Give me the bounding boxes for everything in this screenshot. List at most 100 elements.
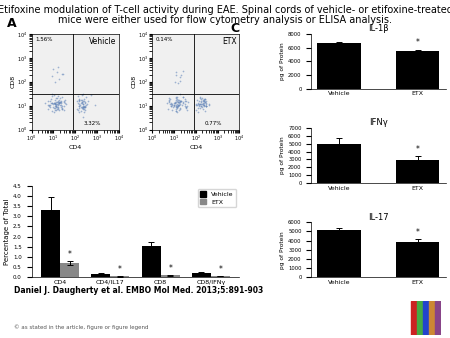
Bar (441, 301, 448, 335)
Text: *: * (416, 39, 420, 47)
Point (171, 102, 178, 107)
Point (198, 95, 205, 100)
Point (57, 98, 64, 103)
Point (75, 110, 82, 115)
Point (81, 107, 89, 113)
Point (181, 101, 189, 106)
Point (54, 101, 62, 107)
Point (202, 108, 209, 114)
Point (55, 99, 63, 104)
Y-axis label: pg of Protein: pg of Protein (280, 42, 285, 80)
Point (79, 104, 86, 110)
Point (166, 97, 173, 102)
Point (168, 102, 176, 108)
Point (80, 101, 87, 107)
Point (167, 101, 175, 107)
Point (78, 105, 85, 111)
Point (195, 101, 202, 106)
Point (76, 103, 83, 108)
Point (79, 92, 86, 98)
Point (81, 101, 89, 106)
Point (172, 100, 179, 105)
Point (75, 97, 82, 103)
Point (80, 96, 87, 101)
Point (52, 101, 59, 106)
Point (171, 102, 178, 108)
Text: Molecular Medicine: Molecular Medicine (335, 323, 388, 328)
Point (77, 98, 85, 103)
Point (52, 102, 59, 108)
Point (176, 78, 184, 84)
Point (198, 103, 205, 109)
Point (60, 98, 67, 103)
Point (201, 102, 208, 107)
Point (203, 103, 210, 109)
Point (201, 97, 208, 102)
Bar (60, 263, 79, 277)
Point (58, 71, 65, 77)
Point (55, 101, 63, 106)
Point (202, 103, 209, 109)
Point (75, 98, 82, 103)
Point (174, 80, 181, 86)
Point (52, 101, 59, 107)
Point (200, 106, 207, 112)
Point (55, 104, 62, 110)
Point (196, 101, 203, 107)
Point (173, 94, 180, 99)
Point (74, 107, 81, 113)
Point (53, 103, 60, 108)
Point (58, 104, 65, 110)
Point (45, 103, 53, 108)
Point (59, 72, 66, 77)
Point (171, 79, 179, 85)
Point (173, 102, 180, 108)
Point (167, 103, 174, 108)
Title: IL-1β: IL-1β (368, 24, 389, 33)
Point (175, 100, 182, 105)
Point (80, 105, 87, 111)
Legend: Vehicle, ETX: Vehicle, ETX (198, 189, 236, 207)
Point (45, 102, 52, 108)
Point (79, 99, 86, 105)
Bar (110, 276, 130, 277)
Point (78, 100, 86, 105)
Point (172, 99, 180, 105)
Point (50, 92, 58, 97)
Point (174, 105, 181, 111)
Point (53, 106, 60, 112)
Point (173, 104, 180, 109)
Point (202, 96, 209, 101)
Point (167, 103, 175, 109)
Point (55, 76, 63, 82)
Point (61, 103, 68, 109)
Point (57, 95, 64, 100)
Point (194, 101, 202, 106)
Point (193, 102, 200, 107)
Point (79, 98, 86, 104)
Point (174, 99, 181, 104)
Point (80, 104, 87, 109)
Point (48, 108, 55, 113)
Point (199, 98, 207, 104)
Point (174, 103, 181, 109)
Point (180, 69, 187, 74)
Text: *: * (118, 265, 122, 274)
Point (52, 107, 59, 112)
Point (176, 105, 183, 111)
Text: A: A (7, 17, 17, 29)
Point (81, 103, 88, 108)
Point (80, 102, 87, 107)
Point (171, 101, 178, 106)
Point (51, 101, 59, 106)
Point (78, 97, 86, 102)
Point (180, 100, 187, 105)
Point (55, 100, 63, 105)
Point (82, 104, 89, 110)
Point (176, 100, 183, 106)
Point (58, 103, 66, 109)
Point (172, 97, 179, 103)
Point (81, 99, 89, 105)
Point (202, 98, 210, 103)
Point (202, 99, 209, 105)
